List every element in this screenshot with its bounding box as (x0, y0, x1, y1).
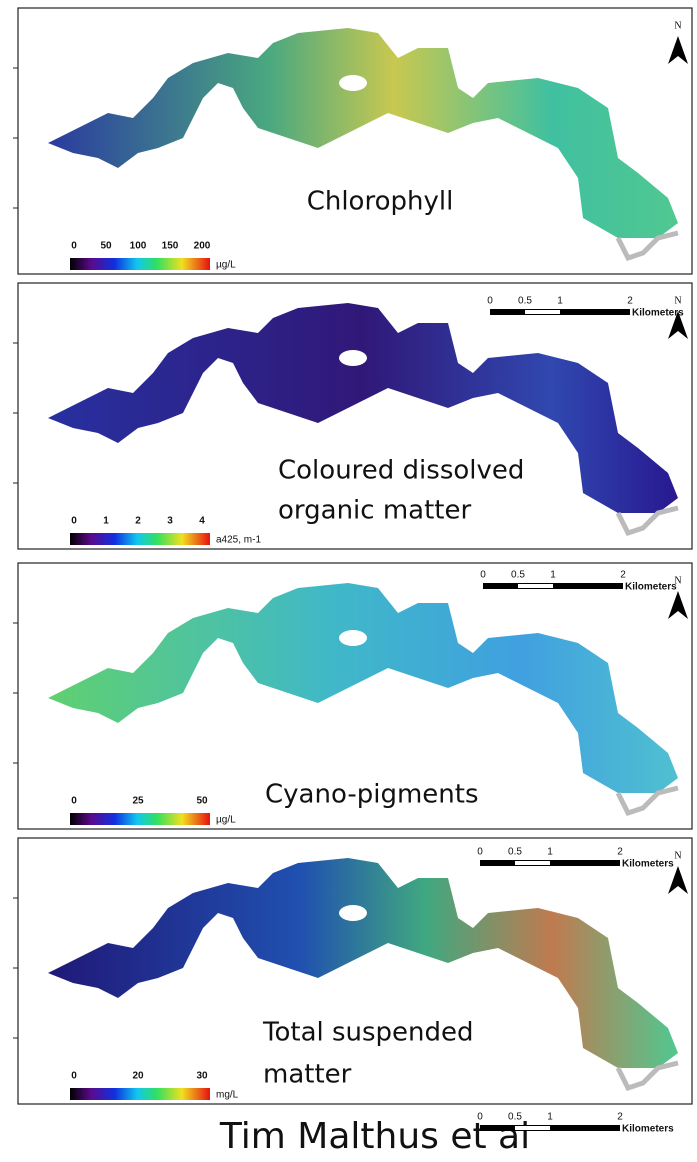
scale-tick-label: 0.5 (508, 847, 522, 858)
legend-unit: mg/L (216, 1090, 239, 1101)
island (339, 350, 367, 366)
island (339, 630, 367, 646)
legend-tick-label: 1 (103, 516, 109, 527)
scale-tick-label: 1 (547, 847, 553, 858)
legend-tick-label: 100 (130, 241, 147, 252)
scale-tick-label: 1 (550, 570, 556, 581)
scale-bar-segment (515, 861, 550, 865)
credit: Tim Malthus et al (219, 1116, 530, 1157)
legend-tick-label: 4 (199, 516, 205, 527)
scale-tick-label: 2 (617, 1112, 623, 1123)
island (339, 905, 367, 921)
scale-tick-label: 2 (620, 570, 626, 581)
panel-label: Coloured dissolved (278, 456, 524, 486)
legend-colorbar (70, 258, 210, 270)
scale-tick-label: 0 (487, 296, 493, 307)
scale-bar-segment (525, 310, 560, 314)
scale-bar-segment (518, 584, 553, 588)
panel-label: matter (263, 1060, 352, 1090)
north-label: N (674, 850, 681, 861)
north-label: N (674, 20, 681, 31)
legend-colorbar (70, 813, 210, 825)
scale-unit: Kilometers (622, 1124, 674, 1135)
scale-unit: Kilometers (632, 308, 684, 319)
panel-label: Cyano-pigments (265, 780, 479, 810)
panel-label: Chlorophyll (307, 187, 454, 217)
legend-colorbar (70, 1088, 210, 1100)
legend-unit: a425, m-1 (216, 535, 261, 546)
figure: Tim Malthus et al Chlorophyll05010015020… (0, 0, 697, 1162)
panel-label: Total suspended (262, 1018, 474, 1048)
panel-label: organic matter (278, 496, 471, 526)
legend-unit: µg/L (216, 815, 236, 826)
north-label: N (674, 295, 681, 306)
legend-tick-label: 30 (196, 1071, 208, 1082)
map-panel: Total suspended matter 0 20 30 mg/L N 0 0.5 1 2Kil… (13, 838, 692, 1104)
island (339, 75, 367, 91)
legend-tick-label: 0 (71, 1071, 77, 1082)
scale-tick-label: 0.5 (508, 1112, 522, 1123)
legend-tick-label: 20 (132, 1071, 144, 1082)
legend-tick-label: 0 (71, 796, 77, 807)
legend-tick-label: 2 (135, 516, 141, 527)
legend-tick-label: 3 (167, 516, 173, 527)
scale-tick-label: 0 (480, 570, 486, 581)
legend-tick-label: 0 (71, 516, 77, 527)
legend-tick-label: 0 (71, 241, 77, 252)
scale-tick-label: 0 (477, 1112, 483, 1123)
scale-tick-label: 0.5 (511, 570, 525, 581)
scale-bar-segment (515, 1126, 550, 1130)
map-panel: Chlorophyll 0 50 100 150 200 µg/L N (13, 8, 692, 274)
map-panel: Coloured dissolved organic matter 0 1 2 3 4 a42… (13, 283, 692, 549)
scale-tick-label: 1 (547, 1112, 553, 1123)
scale-tick-label: 0.5 (518, 296, 532, 307)
scale-unit: Kilometers (622, 859, 674, 870)
legend-tick-label: 150 (162, 241, 179, 252)
legend-unit: µg/L (216, 260, 236, 271)
scale-tick-label: 2 (627, 296, 633, 307)
legend-tick-label: 25 (132, 796, 144, 807)
scale-tick-label: 0 (477, 847, 483, 858)
legend-tick-label: 200 (194, 241, 211, 252)
legend-tick-label: 50 (100, 241, 112, 252)
scale-tick-label: 2 (617, 847, 623, 858)
legend-tick-label: 50 (196, 796, 208, 807)
scale-unit: Kilometers (625, 582, 677, 593)
scale-tick-label: 1 (557, 296, 563, 307)
legend-colorbar (70, 533, 210, 545)
